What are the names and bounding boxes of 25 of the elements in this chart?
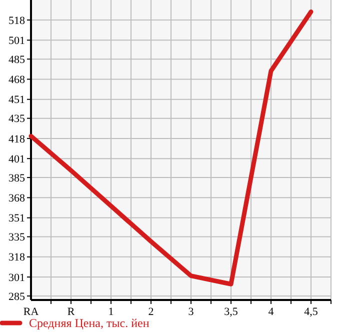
y-tick-label: 485 [8, 54, 26, 66]
x-tick-label: 3 [188, 306, 194, 318]
y-tick-label: 385 [8, 172, 26, 184]
y-tick-label: 285 [8, 290, 26, 303]
y-tick-label: 351 [8, 212, 25, 225]
y-tick-label: 301 [8, 272, 25, 284]
x-tick-label: 4 [268, 306, 274, 318]
y-tick-label: 318 [8, 252, 26, 264]
y-tick-label: 401 [8, 153, 25, 166]
legend-label: Средняя Цена, тыс. йен [29, 316, 150, 330]
y-tick-label: 435 [8, 113, 26, 126]
y-tick-label: 418 [8, 133, 26, 146]
x-tick-label: 2 [148, 306, 154, 318]
y-tick-label: 501 [8, 35, 25, 47]
x-tick-label: RA [23, 306, 39, 318]
y-tick-label: 335 [8, 232, 26, 244]
x-tick-label: 1 [108, 306, 114, 318]
x-tick-label: 4,5 [304, 306, 318, 318]
line-series [28, 9, 314, 286]
y-tick-label: 368 [8, 192, 26, 205]
x-tick-label: R [67, 306, 76, 318]
x-tick-label: 3,5 [224, 306, 238, 318]
y-tick-label: 451 [8, 94, 25, 106]
y-tick-label: 468 [8, 74, 26, 86]
y-tick-label: 518 [8, 14, 26, 27]
